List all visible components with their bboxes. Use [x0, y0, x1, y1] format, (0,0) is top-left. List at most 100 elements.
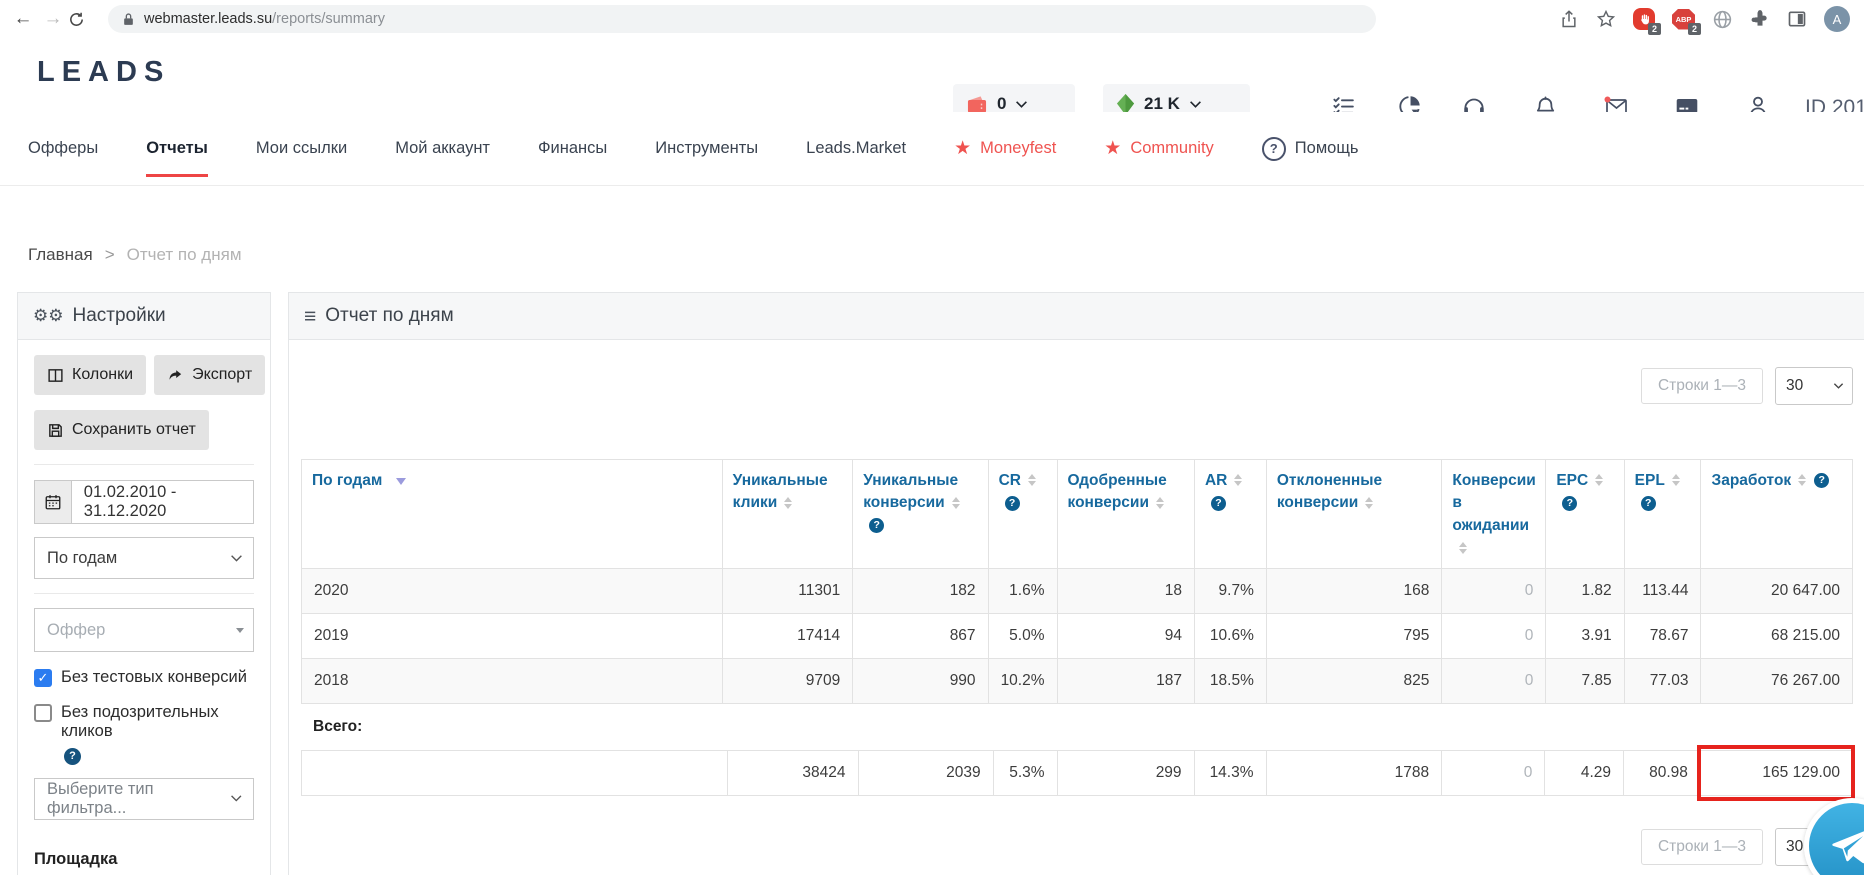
columns-button[interactable]: Колонки	[34, 355, 147, 395]
nav-item-label: Финансы	[537, 139, 608, 157]
breadcrumb-separator: >	[104, 245, 115, 264]
nav-item-label: Community	[1130, 139, 1214, 157]
cell-year: 2018	[301, 657, 723, 704]
date-range-input[interactable]: 01.02.2010 - 31.12.2020	[34, 480, 254, 524]
filter-type-select[interactable]: Выберите тип фильтра...	[34, 777, 254, 820]
column-help-icon[interactable]: ?	[1210, 495, 1226, 511]
globe-extension-icon[interactable]	[1712, 9, 1733, 30]
column-header-earnings[interactable]: Заработок?	[1700, 459, 1853, 569]
nav-item-reports[interactable]: Отчеты	[146, 112, 208, 186]
breadcrumb-home[interactable]: Главная	[28, 245, 93, 264]
column-label: Одобренные конверсии	[1067, 472, 1167, 512]
help-circle-icon: ?	[1261, 136, 1286, 161]
offer-placeholder: Оффер	[47, 620, 106, 639]
nav-item-offers[interactable]: Офферы	[28, 112, 98, 186]
page-size-select[interactable]: 30	[1775, 367, 1853, 405]
payments-card-icon[interactable]	[1674, 93, 1700, 119]
platform-label: Площадка	[34, 849, 118, 868]
column-help-icon[interactable]: ?	[869, 518, 885, 534]
checkbox-label: Без тестовых конверсий	[61, 668, 247, 686]
column-header-rejected-conversions[interactable]: Отклоненные конверсии	[1265, 459, 1443, 569]
nav-item-leads-market[interactable]: Leads.Market	[806, 112, 906, 186]
total-cell-ar: 14.3%	[1193, 749, 1267, 796]
leads-logo[interactable]: LEADS	[37, 56, 171, 88]
puzzle-extensions-icon[interactable]	[1750, 9, 1770, 29]
column-header-epl[interactable]: EPL?	[1623, 459, 1702, 569]
split-screen-icon[interactable]	[1787, 9, 1807, 29]
total-value: 14.3%	[1209, 763, 1254, 781]
cell-year: 2020	[301, 567, 723, 614]
report-table: По годам Уникальные клики Уникальные конве…	[301, 459, 1853, 704]
total-cell-epc: 4.29	[1544, 749, 1625, 796]
cell-unique-conversions: 867	[852, 612, 989, 659]
no-suspicious-clicks-checkbox[interactable]: Без подозрительных кликов	[34, 703, 254, 741]
cell-epl: 77.03	[1623, 657, 1702, 704]
nav-item-label: Помощь	[1294, 139, 1359, 157]
browser-profile-avatar[interactable]: A	[1824, 6, 1850, 32]
nav-item-label: Мой аккаунт	[395, 139, 490, 157]
refresh-icon[interactable]	[68, 11, 98, 28]
column-help-icon[interactable]: ?	[1004, 495, 1020, 511]
grouping-select[interactable]: По годам	[34, 537, 254, 579]
bookmark-star-icon[interactable]	[1596, 9, 1616, 29]
column-header-pending-conversions[interactable]: Конверсии в ожидании	[1441, 459, 1547, 569]
nav-item-community[interactable]: ★ Community	[1104, 112, 1213, 186]
chevron-down-icon	[1189, 100, 1201, 108]
column-help-icon[interactable]: ?	[1814, 473, 1830, 489]
nav-item-moneyfest[interactable]: ★ Moneyfest	[954, 112, 1056, 186]
sort-icon	[1595, 474, 1604, 487]
column-help-icon[interactable]: ?	[1640, 495, 1656, 511]
column-help-icon[interactable]: ?	[1562, 495, 1578, 511]
date-range-value: 01.02.2010 - 31.12.2020	[83, 483, 177, 520]
help-icon[interactable]: ?	[64, 747, 81, 765]
sort-icon	[1459, 541, 1468, 554]
address-bar[interactable]: webmaster.leads.su/reports/summary	[108, 5, 1376, 33]
settings-panel: ⚙⚙ Настройки Колонки Экспорт	[17, 292, 271, 875]
columns-icon	[48, 368, 63, 382]
total-cell-year	[300, 749, 729, 796]
column-label: По годам	[312, 472, 383, 489]
nav-item-finance[interactable]: Финансы	[538, 112, 607, 186]
column-header-unique-clicks[interactable]: Уникальные клики	[721, 459, 854, 569]
cell-unique-clicks: 9709	[721, 657, 854, 704]
cell-epc: 1.82	[1545, 567, 1625, 614]
total-cell-approved-conversions: 299	[1056, 749, 1195, 796]
total-cell-epl: 80.98	[1623, 749, 1701, 796]
cell-cr: 10.2%	[987, 657, 1058, 704]
site-header: LEADS 0 21 K	[0, 38, 1864, 124]
nav-item-label: Отчеты	[146, 139, 208, 157]
column-header-approved-conversions[interactable]: Одобренные конверсии	[1056, 459, 1195, 569]
share-icon[interactable]	[1559, 9, 1579, 29]
nav-item-my-links[interactable]: Мои ссылки	[256, 112, 347, 186]
export-button[interactable]: Экспорт	[154, 355, 266, 395]
column-header-unique-conversions[interactable]: Уникальные конверсии?	[852, 459, 989, 569]
forward-icon[interactable]: →	[43, 8, 63, 29]
abp-extension-icon[interactable]: ABP 2	[1672, 8, 1701, 35]
nav-item-label: Инструменты	[655, 139, 759, 157]
offer-combobox[interactable]: Оффер	[34, 608, 254, 652]
column-header-epc[interactable]: EPC?	[1545, 459, 1625, 569]
nav-item-my-account[interactable]: Мой аккаунт	[395, 112, 490, 186]
table-row: 2019 17414 867 5.0% 94 10.6% 795 0 3.91 78.67 68 2…	[301, 612, 1853, 659]
adblock-hand-extension-icon[interactable]: 2	[1633, 8, 1661, 35]
wallet-icon	[967, 95, 987, 113]
report-panel: ≡ Отчет по дням Строки 1—3 30 По годам Ун…	[288, 292, 1864, 875]
back-icon[interactable]: ←	[13, 8, 33, 29]
checkbox-unchecked-icon	[34, 704, 52, 722]
browser-toolbar: ← → webmaster.leads.su/reports/summary	[0, 0, 1864, 39]
no-test-conversions-checkbox[interactable]: ✓ Без тестовых конверсий	[34, 668, 254, 687]
export-icon	[169, 369, 182, 380]
cell-unique-conversions: 990	[852, 657, 989, 704]
rows-range-button[interactable]: Строки 1—3	[1640, 828, 1763, 865]
save-report-button[interactable]: Сохранить отчет	[34, 410, 209, 450]
nav-item-help[interactable]: ? Помощь	[1261, 112, 1359, 186]
calendar-icon	[35, 481, 72, 523]
divider	[34, 593, 254, 594]
breadcrumb-current: Отчет по дням	[126, 245, 242, 264]
column-header-ar[interactable]: AR?	[1193, 459, 1267, 569]
nav-item-tools[interactable]: Инструменты	[655, 112, 758, 186]
column-header-year[interactable]: По годам	[301, 459, 723, 569]
column-header-cr[interactable]: CR?	[987, 459, 1058, 569]
cell-rejected-conversions: 825	[1265, 657, 1443, 704]
rows-range-button[interactable]: Строки 1—3	[1640, 368, 1763, 404]
